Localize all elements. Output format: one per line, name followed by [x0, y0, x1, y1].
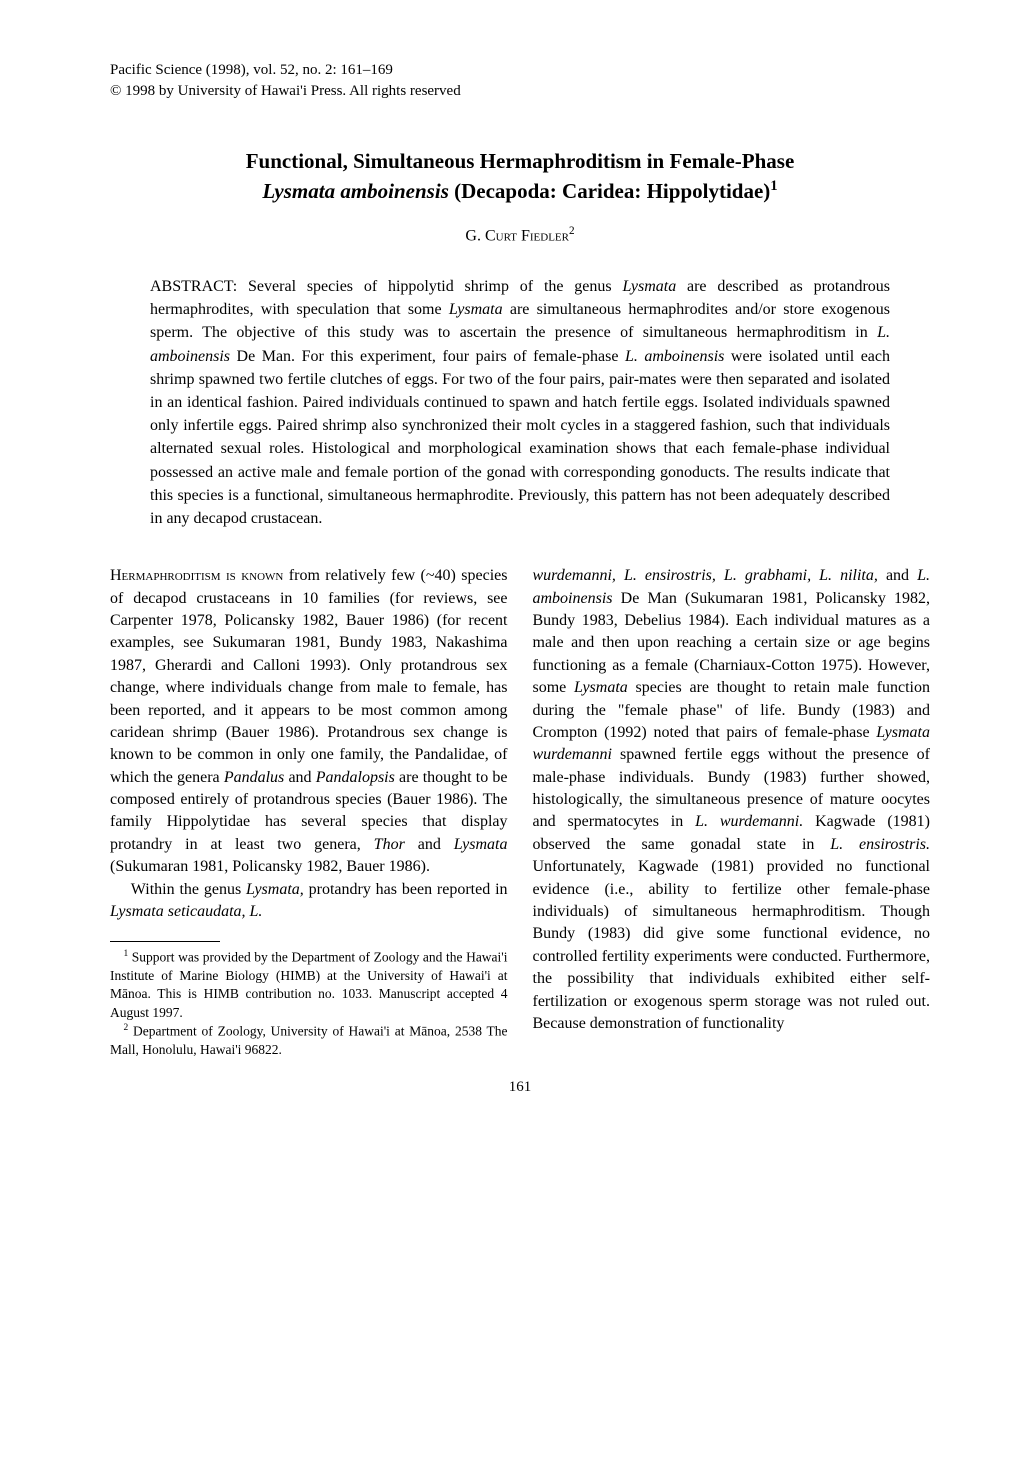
right-column: wurdemanni, L. ensirostris, L. grabhami,… — [533, 565, 931, 1059]
author-line: G. Curt Fiedler2 — [110, 225, 930, 245]
footnote-2: 2 Department of Zoology, University of H… — [110, 1022, 508, 1059]
abstract-it7: L. amboinensis — [625, 348, 724, 365]
lp1-it1: Pandalus — [224, 769, 284, 786]
lp1-rest: from relatively few (~40) species of dec… — [110, 567, 508, 786]
abstract: ABSTRACT: Several species of hippolytid … — [150, 275, 890, 530]
left-column: Hermaphroditism is known from relatively… — [110, 565, 508, 1059]
article-title: Functional, Simultaneous Hermaphroditism… — [110, 147, 930, 207]
right-p1: wurdemanni, L. ensirostris, L. grabhami,… — [533, 565, 931, 1035]
page-number: 161 — [110, 1079, 930, 1096]
left-p1: Hermaphroditism is known from relatively… — [110, 565, 508, 878]
lp1-it3: Thor — [374, 836, 405, 853]
rp1-it5: L. wurdemanni. — [695, 813, 803, 830]
author-footnote-ref: 2 — [569, 225, 575, 237]
title-line1: Functional, Simultaneous Hermaphroditism… — [246, 149, 795, 173]
lead-smallcaps: Hermaphroditism is known — [110, 567, 283, 584]
rp1-it1: wurdemanni, L. ensirostris, L. grabhami,… — [533, 567, 878, 584]
lp2-it1: Lysmata, — [246, 881, 304, 898]
left-p2: Within the genus Lysmata, protandry has … — [110, 879, 508, 924]
body-columns: Hermaphroditism is known from relatively… — [110, 565, 930, 1059]
abstract-t0: Several species of hippolytid shrimp of … — [248, 278, 622, 295]
footnote-rule — [110, 941, 220, 942]
abstract-t8: were isolated until each shrimp spawned … — [150, 348, 890, 527]
abstract-it1: Lysmata — [622, 278, 676, 295]
lp2-it2: Lysmata seticaudata, L. — [110, 903, 262, 920]
lp1-end: (Sukumaran 1981, Policansky 1982, Bauer … — [110, 858, 430, 875]
lp2-b: protandry has been reported in — [304, 881, 508, 898]
lp1-mid1: and — [284, 769, 315, 786]
journal-line2: © 1998 by University of Hawai'i Press. A… — [110, 81, 930, 102]
rp1-f: Unfortunately, Kagwade (1981) provided n… — [533, 858, 931, 1032]
footnote-1: 1 Support was provided by the Department… — [110, 948, 508, 1021]
title-footnote-ref: 1 — [770, 178, 777, 194]
footnote-2-text: Department of Zoology, University of Haw… — [110, 1023, 508, 1056]
abstract-label: ABSTRACT: — [150, 278, 248, 295]
footnote-1-text: Support was provided by the Department o… — [110, 950, 508, 1020]
lp1-it2: Pandalopsis — [316, 769, 395, 786]
rp1-it3: Lysmata — [574, 679, 628, 696]
lp1-mid3: and — [405, 836, 454, 853]
abstract-it3: Lysmata — [449, 301, 503, 318]
journal-info: Pacific Science (1998), vol. 52, no. 2: … — [110, 60, 930, 102]
lp1-it4: Lysmata — [454, 836, 508, 853]
lp2-a: Within the genus — [131, 881, 246, 898]
rp1-it6: L. ensirostris. — [830, 836, 930, 853]
title-species: Lysmata amboinensis — [262, 179, 449, 203]
title-rest: (Decapoda: Caridea: Hippolytidae) — [449, 179, 770, 203]
abstract-t6: De Man. For this experiment, four pairs … — [230, 348, 625, 365]
journal-line1: Pacific Science (1998), vol. 52, no. 2: … — [110, 60, 930, 81]
author-name: G. Curt Fiedler — [465, 227, 569, 244]
rp1-a: and — [878, 567, 917, 584]
